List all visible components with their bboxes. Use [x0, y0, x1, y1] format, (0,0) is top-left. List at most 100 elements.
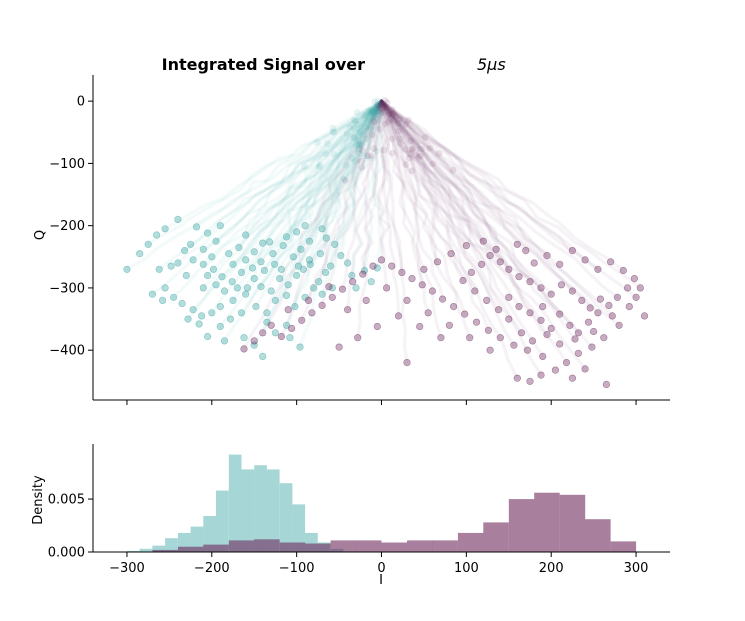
trajectory-line	[379, 99, 445, 301]
scatter-point-purple	[354, 334, 362, 342]
scatter-point-purple	[625, 303, 633, 311]
scatter-point-purple	[526, 278, 534, 286]
scatter-point-purple	[420, 265, 428, 273]
trajectory-core-point	[376, 101, 383, 108]
scatter-point-teal	[299, 265, 308, 273]
scatter-point-teal	[306, 260, 314, 268]
scatter-point-teal	[216, 303, 224, 311]
trajectory-core-point	[369, 112, 377, 120]
scatter-point-teal	[174, 259, 182, 267]
scatter-point-purple	[636, 284, 644, 292]
scatter-point-purple	[408, 275, 416, 283]
scatter-point-purple	[539, 352, 547, 361]
trajectory-core-point	[347, 124, 354, 131]
trajectory-core-point	[401, 146, 409, 153]
scatter-point-teal	[218, 273, 226, 281]
trajectory-line	[379, 99, 472, 340]
scatter-point-purple	[523, 346, 532, 354]
trajectory-line	[146, 99, 384, 246]
histogram-bar-teal	[292, 504, 306, 552]
trajectory-core-point	[364, 108, 372, 115]
scatter-point-purple	[484, 326, 493, 334]
trajectory-core-point	[355, 145, 363, 153]
trajectory-line	[323, 99, 384, 274]
scatter-point-purple	[478, 260, 486, 268]
scatter-point-teal	[212, 237, 220, 245]
trajectory-core-point	[449, 166, 457, 174]
trajectory-line	[259, 99, 384, 289]
trajectory-line	[306, 99, 384, 302]
scatter-point-purple	[589, 327, 598, 336]
scatter-point-teal	[170, 293, 178, 301]
trajectory-line	[201, 99, 384, 251]
trajectory-core-point	[412, 152, 419, 159]
trajectory-core-point	[340, 175, 348, 183]
trajectory-core-point	[408, 145, 416, 153]
scatter-point-purple	[619, 266, 627, 275]
scatter-point-purple	[284, 306, 292, 314]
scatter-point-purple	[600, 334, 608, 342]
scatter-point-purple	[428, 287, 437, 295]
histogram-x-tick-label: 0	[377, 561, 385, 576]
trajectory-line	[157, 99, 384, 271]
histogram-bar-purple	[508, 499, 535, 552]
scatter-point-purple	[513, 374, 521, 382]
trajectory-core-point	[355, 140, 363, 148]
trajectory-core-point	[373, 147, 380, 155]
trajectory-core-point	[368, 131, 376, 139]
histogram-bar-teal	[241, 469, 255, 552]
histogram-y-tick-label: 0.005	[48, 493, 85, 508]
scatter-point-teal	[263, 309, 271, 317]
scatter-point-teal	[294, 262, 302, 270]
trajectory-core-point	[368, 109, 376, 116]
trajectory-line	[235, 99, 384, 290]
trajectory-line	[379, 99, 521, 309]
scatter-point-teal	[225, 250, 233, 258]
trajectory-line	[163, 99, 384, 231]
scatter-point-teal	[296, 343, 304, 351]
scatter-point-purple	[359, 270, 367, 278]
scatter-point-purple	[304, 296, 313, 305]
trajectory-line	[339, 99, 384, 258]
trajectory-line	[279, 99, 384, 339]
scatter-point-purple	[543, 252, 551, 260]
scatter-point-teal	[289, 253, 297, 261]
scatter-point-purple	[492, 245, 500, 253]
scatter-point-purple	[623, 284, 632, 292]
scatter-point-purple	[556, 310, 564, 318]
scatter-point-purple	[608, 312, 616, 320]
histogram-bar-teal	[266, 469, 280, 552]
scatter-point-teal	[284, 281, 292, 289]
trajectory-line	[379, 99, 477, 293]
scatter-point-teal	[148, 290, 156, 298]
trajectory-core-point	[374, 97, 382, 105]
histogram-bar-teal	[228, 454, 242, 552]
scatter-point-teal	[174, 215, 182, 223]
scatter-point-purple	[447, 250, 455, 258]
trajectory-line	[293, 99, 384, 309]
scatter-point-teal	[235, 243, 243, 252]
scatter-point-purple	[537, 284, 545, 292]
scatter-point-purple	[605, 301, 613, 310]
scatter-point-purple	[510, 341, 518, 349]
trajectory-core-point	[381, 96, 389, 104]
trajectory-core-point	[350, 117, 358, 124]
scatter-point-purple	[461, 310, 469, 318]
trajectory-core-point	[407, 137, 415, 145]
scatter-point-purple	[344, 306, 352, 314]
trajectory-core-point	[374, 116, 382, 124]
trajectory-core-point	[369, 107, 376, 115]
trajectory-core-point	[371, 98, 379, 105]
scatter-point-purple	[398, 268, 406, 277]
scatter-point-teal	[144, 240, 152, 248]
trajectory-core-point	[356, 128, 364, 136]
trajectory-line	[329, 99, 384, 268]
scatter-point-purple	[584, 318, 593, 326]
scatter-point-purple	[537, 316, 545, 324]
scatter-point-teal	[237, 268, 246, 277]
histogram-bar-purple	[356, 540, 382, 552]
histogram-y-axis-label: Density	[31, 475, 46, 525]
trajectory-core-point	[376, 108, 384, 116]
scatter-point-teal	[167, 262, 175, 270]
scatter-point-purple	[403, 359, 411, 367]
